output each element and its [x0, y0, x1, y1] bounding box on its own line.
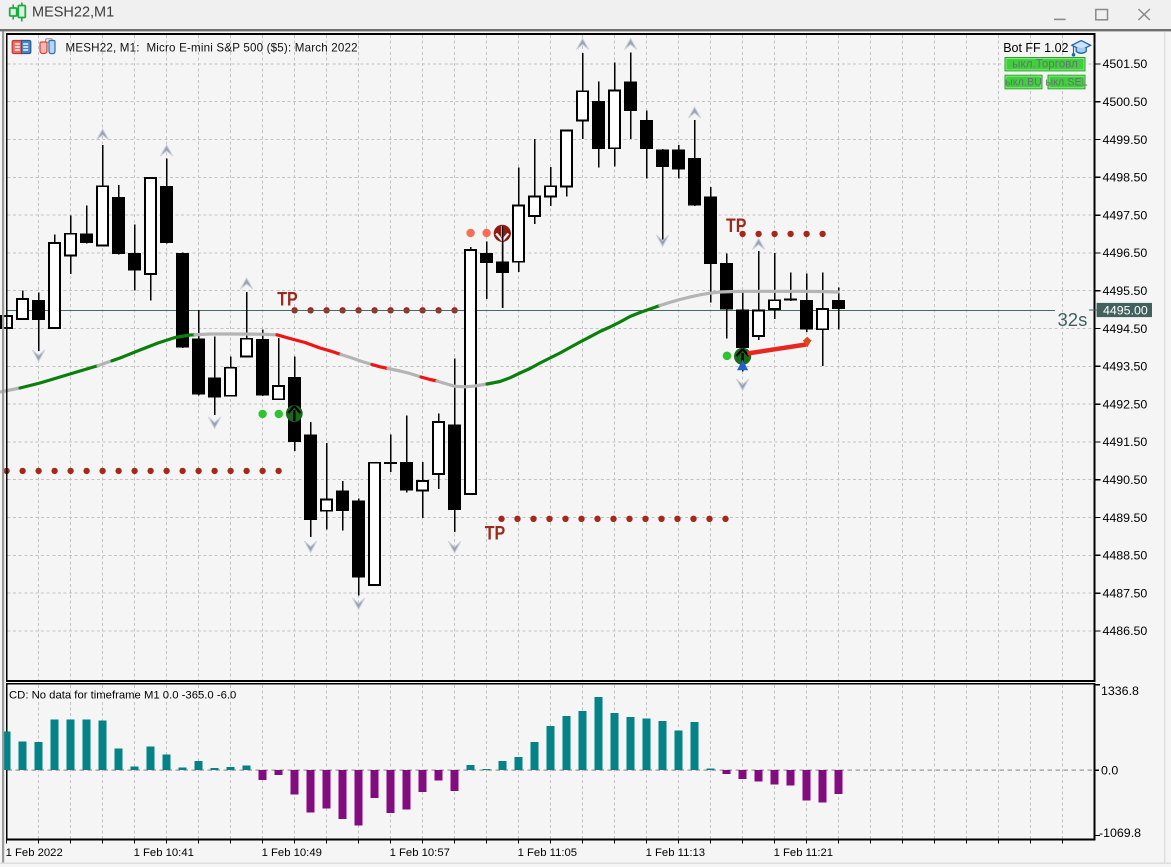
- svg-text:4500.50: 4500.50: [1103, 95, 1148, 109]
- svg-text:1 Feb 10:57: 1 Feb 10:57: [390, 847, 450, 859]
- svg-text:0.0: 0.0: [1101, 764, 1118, 778]
- svg-text:1336.8: 1336.8: [1101, 684, 1139, 698]
- svg-text:4486.50: 4486.50: [1103, 624, 1148, 638]
- svg-text:4489.50: 4489.50: [1103, 511, 1148, 525]
- svg-text:4499.50: 4499.50: [1103, 133, 1148, 147]
- svg-text:ыкл.Торговл: ыкл.Торговл: [1012, 58, 1078, 71]
- svg-text:1 Feb 10:49: 1 Feb 10:49: [262, 847, 322, 859]
- svg-text:1 Feb 10:41: 1 Feb 10:41: [134, 847, 194, 859]
- svg-text:4496.50: 4496.50: [1103, 246, 1148, 260]
- svg-text:MESH22,M1: MESH22,M1: [32, 5, 114, 21]
- svg-text:-1069.8: -1069.8: [1099, 826, 1141, 840]
- svg-text:4497.50: 4497.50: [1103, 208, 1148, 222]
- svg-text:4501.50: 4501.50: [1103, 57, 1148, 71]
- svg-text:Bot FF 1.02: Bot FF 1.02: [1003, 41, 1068, 55]
- svg-text:CD: No data for timeframe M1 0: CD: No data for timeframe M1 0.0 -365.0 …: [9, 690, 236, 702]
- svg-text:TP: TP: [277, 288, 298, 310]
- svg-text:TP: TP: [726, 215, 747, 237]
- svg-text:32s: 32s: [1058, 309, 1088, 330]
- svg-text:MESH22, M1: Micro E-mini S&P: MESH22, M1: Micro E-mini S&P 500 ($5): M…: [66, 41, 358, 54]
- svg-text:4488.50: 4488.50: [1103, 549, 1148, 563]
- svg-text:4495.50: 4495.50: [1103, 284, 1148, 298]
- svg-text:4492.50: 4492.50: [1103, 397, 1148, 411]
- svg-text:1 Feb 11:13: 1 Feb 11:13: [646, 847, 705, 859]
- svg-text:1 Feb 11:21: 1 Feb 11:21: [774, 847, 833, 859]
- svg-text:4493.50: 4493.50: [1103, 360, 1148, 374]
- svg-text:4487.50: 4487.50: [1103, 586, 1148, 600]
- svg-text:4494.50: 4494.50: [1103, 322, 1148, 336]
- svg-text:4491.50: 4491.50: [1103, 435, 1148, 449]
- svg-text:1 Feb 11:05: 1 Feb 11:05: [518, 847, 577, 859]
- svg-text:ыкл.BU: ыкл.BU: [1005, 77, 1042, 89]
- svg-text:ыкл.SEL: ыкл.SEL: [1045, 77, 1087, 89]
- svg-text:1 Feb 2022: 1 Feb 2022: [6, 847, 63, 859]
- svg-text:4498.50: 4498.50: [1103, 171, 1148, 185]
- svg-text:4495.00: 4495.00: [1103, 303, 1148, 317]
- svg-text:TP: TP: [485, 522, 506, 544]
- svg-text:4490.50: 4490.50: [1103, 473, 1148, 487]
